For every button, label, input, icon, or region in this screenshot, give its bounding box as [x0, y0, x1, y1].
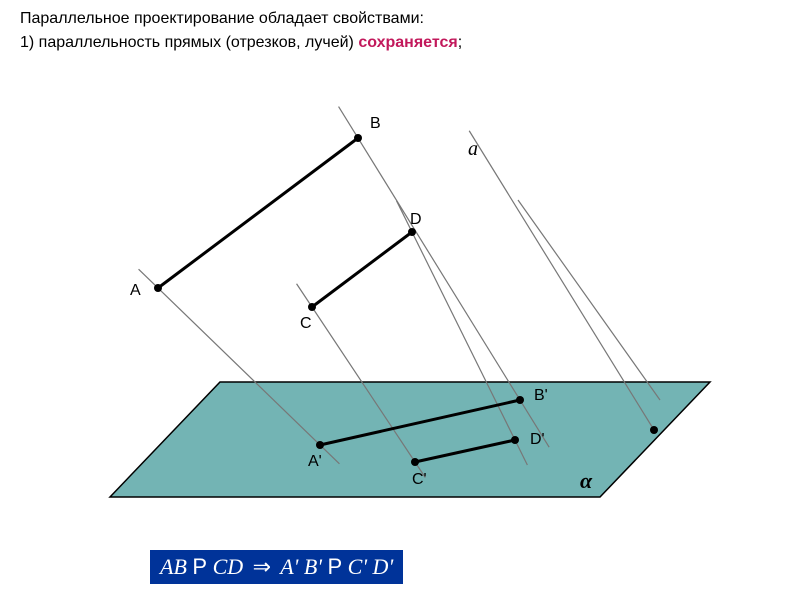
label-c: C — [300, 315, 312, 332]
label-cp: C' — [412, 471, 427, 488]
formula-box: AB Р CD ⇒ A' B' Р C' D' — [150, 550, 403, 584]
formula-cpdp: C' D' — [348, 554, 393, 579]
formula-parallel-1: Р — [192, 554, 207, 579]
point-a-dir-bot — [650, 426, 658, 434]
point-d — [408, 228, 416, 236]
label-b: B — [370, 115, 381, 132]
point-dp — [511, 436, 519, 444]
formula-ab: AB — [160, 554, 187, 579]
point-bp — [516, 396, 524, 404]
label-alpha: α — [580, 468, 593, 493]
segment-ab — [158, 138, 358, 288]
point-b — [354, 134, 362, 142]
formula-apbp: A' B' — [280, 554, 322, 579]
label-direction-a: a — [468, 138, 478, 160]
point-c — [308, 303, 316, 311]
label-bp: B' — [534, 387, 548, 404]
formula-parallel-2: Р — [327, 554, 342, 579]
label-a: A — [130, 282, 141, 299]
diagram-canvas: Параллельное проектирование обладает сво… — [0, 0, 800, 600]
formula-implies: ⇒ — [249, 554, 275, 579]
plane-alpha — [110, 382, 710, 497]
ray-far-right — [518, 200, 660, 400]
label-d: D — [410, 211, 422, 228]
label-dp: D' — [530, 431, 545, 448]
formula-cd: CD — [213, 554, 244, 579]
label-ap: A' — [308, 453, 322, 470]
segment-cd — [312, 232, 412, 307]
point-a — [154, 284, 162, 292]
geometry-svg: A B C D A' B' C' D' a α — [0, 0, 800, 600]
point-ap — [316, 441, 324, 449]
point-cp — [411, 458, 419, 466]
